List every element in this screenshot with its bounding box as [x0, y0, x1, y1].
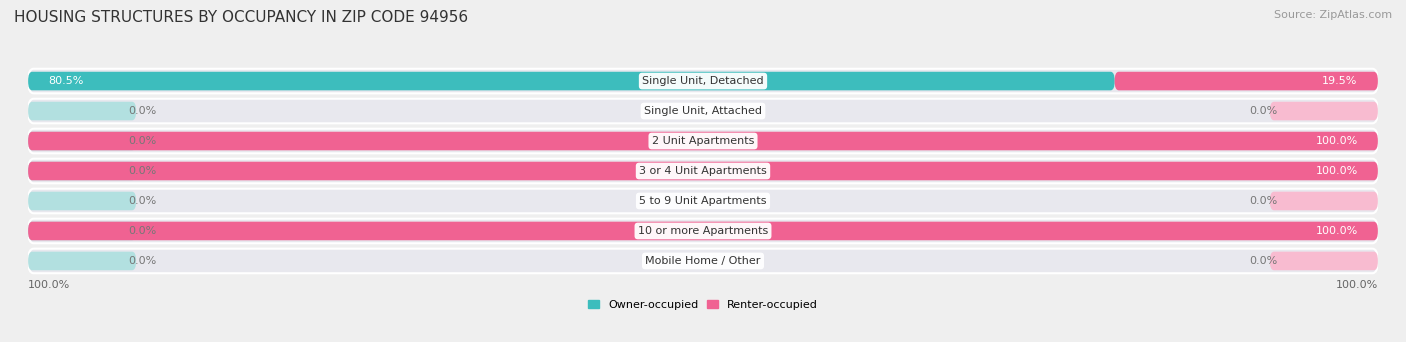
FancyBboxPatch shape [28, 132, 1378, 150]
FancyBboxPatch shape [1270, 252, 1378, 270]
Text: 0.0%: 0.0% [128, 226, 156, 236]
Text: 0.0%: 0.0% [128, 136, 156, 146]
FancyBboxPatch shape [1270, 102, 1378, 120]
FancyBboxPatch shape [28, 102, 136, 120]
Text: 5 to 9 Unit Apartments: 5 to 9 Unit Apartments [640, 196, 766, 206]
Text: 3 or 4 Unit Apartments: 3 or 4 Unit Apartments [640, 166, 766, 176]
FancyBboxPatch shape [1115, 72, 1378, 90]
FancyBboxPatch shape [28, 222, 136, 240]
FancyBboxPatch shape [28, 189, 1378, 213]
Text: 100.0%: 100.0% [1316, 136, 1358, 146]
Text: Single Unit, Attached: Single Unit, Attached [644, 106, 762, 116]
Text: 0.0%: 0.0% [128, 196, 156, 206]
Text: Source: ZipAtlas.com: Source: ZipAtlas.com [1274, 10, 1392, 20]
Text: 0.0%: 0.0% [128, 166, 156, 176]
Text: 19.5%: 19.5% [1322, 76, 1358, 86]
Text: 80.5%: 80.5% [48, 76, 84, 86]
Text: 100.0%: 100.0% [1336, 280, 1378, 290]
FancyBboxPatch shape [1270, 192, 1378, 210]
FancyBboxPatch shape [28, 69, 1378, 93]
Text: 0.0%: 0.0% [1250, 256, 1278, 266]
FancyBboxPatch shape [28, 222, 1378, 240]
FancyBboxPatch shape [28, 99, 1378, 123]
Text: HOUSING STRUCTURES BY OCCUPANCY IN ZIP CODE 94956: HOUSING STRUCTURES BY OCCUPANCY IN ZIP C… [14, 10, 468, 25]
FancyBboxPatch shape [28, 129, 1378, 153]
FancyBboxPatch shape [28, 162, 1378, 180]
Text: 100.0%: 100.0% [1316, 226, 1358, 236]
Text: 0.0%: 0.0% [128, 106, 156, 116]
Text: 0.0%: 0.0% [1250, 196, 1278, 206]
FancyBboxPatch shape [28, 132, 136, 150]
Text: 2 Unit Apartments: 2 Unit Apartments [652, 136, 754, 146]
FancyBboxPatch shape [28, 192, 136, 210]
Text: Mobile Home / Other: Mobile Home / Other [645, 256, 761, 266]
FancyBboxPatch shape [28, 252, 136, 270]
FancyBboxPatch shape [28, 162, 136, 180]
Legend: Owner-occupied, Renter-occupied: Owner-occupied, Renter-occupied [583, 295, 823, 314]
Text: 0.0%: 0.0% [1250, 106, 1278, 116]
Text: 100.0%: 100.0% [1316, 166, 1358, 176]
FancyBboxPatch shape [28, 159, 1378, 183]
FancyBboxPatch shape [28, 72, 1115, 90]
Text: 0.0%: 0.0% [128, 256, 156, 266]
Text: Single Unit, Detached: Single Unit, Detached [643, 76, 763, 86]
Text: 10 or more Apartments: 10 or more Apartments [638, 226, 768, 236]
FancyBboxPatch shape [28, 249, 1378, 273]
FancyBboxPatch shape [28, 219, 1378, 243]
Text: 100.0%: 100.0% [28, 280, 70, 290]
